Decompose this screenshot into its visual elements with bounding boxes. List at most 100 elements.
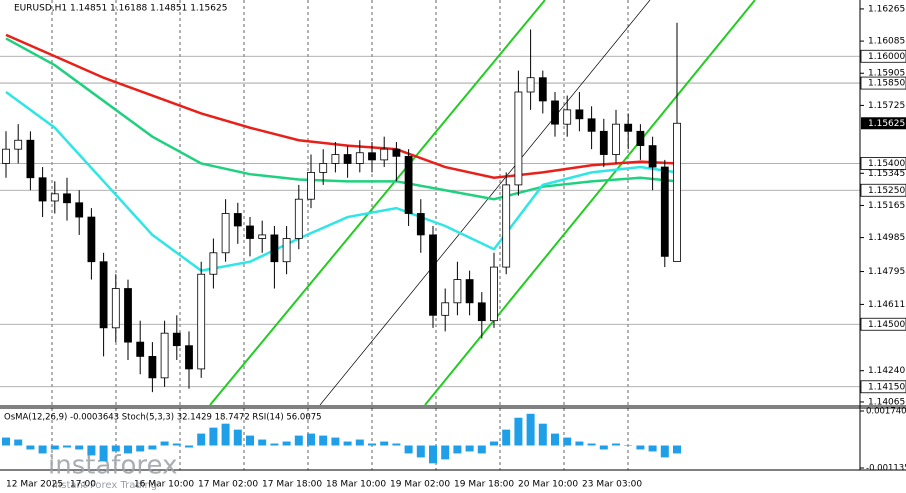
osma-bar <box>526 413 535 446</box>
candle-body <box>575 109 584 120</box>
candle-body <box>221 213 230 254</box>
x-tick-label: 18 Mar 10:00 <box>326 480 386 490</box>
candle-body <box>502 184 511 268</box>
level-label: 1.15250 <box>868 186 905 196</box>
watermark-brand: instaforex <box>48 451 177 481</box>
osma-bar <box>599 445 608 450</box>
channel-line <box>424 0 756 405</box>
candle-body <box>538 77 547 102</box>
candle-body <box>63 193 71 204</box>
candle-body <box>160 332 169 379</box>
candle-body <box>416 213 425 236</box>
level-label: 1.14150 <box>868 382 905 392</box>
candle-body <box>673 122 681 262</box>
osma-bar <box>624 445 633 446</box>
candle-body <box>185 345 193 370</box>
x-tick-label: 23 Mar 03:00 <box>582 480 642 490</box>
osma-bar <box>246 435 254 446</box>
osma-bar <box>99 445 108 462</box>
level-label: 1.15850 <box>868 79 905 89</box>
osma-bar <box>575 441 584 446</box>
osma-bar <box>343 441 352 446</box>
candle-body <box>307 171 315 200</box>
candle-body <box>343 154 352 164</box>
y-tick-label: 1.14065 <box>868 397 905 407</box>
level-label: 1.15400 <box>868 159 905 169</box>
osma-bar <box>233 429 242 446</box>
y-tick-label: 1.14240 <box>868 366 905 376</box>
osma-bar <box>294 435 303 446</box>
osma-bar <box>307 433 315 446</box>
candle-body <box>514 91 523 186</box>
osma-bar <box>282 441 291 446</box>
candle-body <box>624 123 633 132</box>
candle-body <box>38 177 47 202</box>
osma-bar <box>172 443 181 446</box>
y-tick-label: 1.14611 <box>868 300 905 310</box>
y-tick-label: 1.14795 <box>868 267 905 277</box>
candle-body <box>477 302 486 322</box>
osma-bar <box>160 441 169 446</box>
osma-bar <box>148 445 157 450</box>
level-box <box>860 317 906 331</box>
candle-body <box>392 148 401 157</box>
y-tick-label: 1.15165 <box>868 201 905 211</box>
chart-title: EURUSD,H1 1.14851 1.16188 1.14851 1.1562… <box>14 4 227 14</box>
candle-body <box>612 123 620 155</box>
osma-bar <box>514 417 523 446</box>
candle-body <box>636 130 645 146</box>
candle-body <box>551 100 559 125</box>
candle-body <box>233 213 242 227</box>
y-tick-label: 1.16265 <box>868 4 905 14</box>
osma-bar <box>612 443 620 446</box>
osma-bar <box>673 445 681 454</box>
x-tick-label: 19 Mar 02:00 <box>390 480 450 490</box>
level-box <box>860 76 906 90</box>
level-box <box>860 183 906 197</box>
x-tick-label: 19 Mar 18:00 <box>454 480 514 490</box>
level-box <box>860 49 906 63</box>
candle-body <box>319 163 328 173</box>
osma-bar <box>502 429 511 446</box>
y-tick-label: 1.15345 <box>868 169 905 179</box>
candle-body <box>75 202 84 218</box>
moving-average <box>5 90 678 272</box>
osma-bar <box>416 445 425 458</box>
candle-body <box>368 152 376 161</box>
osma-bar <box>197 433 206 446</box>
osma-bar <box>258 439 267 446</box>
candle-body <box>99 261 108 329</box>
candle-body <box>26 139 35 179</box>
osma-bar <box>136 445 145 452</box>
candle-body <box>453 279 462 304</box>
candle-body <box>404 155 413 214</box>
y-tick-label: 1.16085 <box>868 37 905 47</box>
candle-body <box>429 234 437 316</box>
osma-bar <box>26 445 35 450</box>
candle-body <box>136 341 145 357</box>
candle-body <box>526 77 535 93</box>
osma-bar <box>551 433 559 446</box>
osma-bar <box>331 437 340 446</box>
candle-body <box>465 279 474 304</box>
candle-body <box>197 273 206 370</box>
y-tick-label: 1.15725 <box>868 101 905 111</box>
x-tick-label: 17 Mar 18:00 <box>262 480 322 490</box>
candle-body <box>258 234 267 239</box>
osma-bar <box>221 423 230 446</box>
osma-bar <box>538 423 547 446</box>
candle-body <box>50 193 59 202</box>
channel-line <box>319 0 651 405</box>
x-tick-label: 20 Mar 10:00 <box>518 480 578 490</box>
osma-bar <box>209 427 218 446</box>
current-price-box <box>861 117 906 130</box>
osma-bar <box>319 435 328 446</box>
candle-body <box>355 152 364 164</box>
osma-bar <box>465 445 474 452</box>
osma-bar <box>490 441 498 446</box>
candle-body <box>331 154 340 164</box>
osma-bar <box>453 445 462 454</box>
osma-bar <box>355 439 364 446</box>
